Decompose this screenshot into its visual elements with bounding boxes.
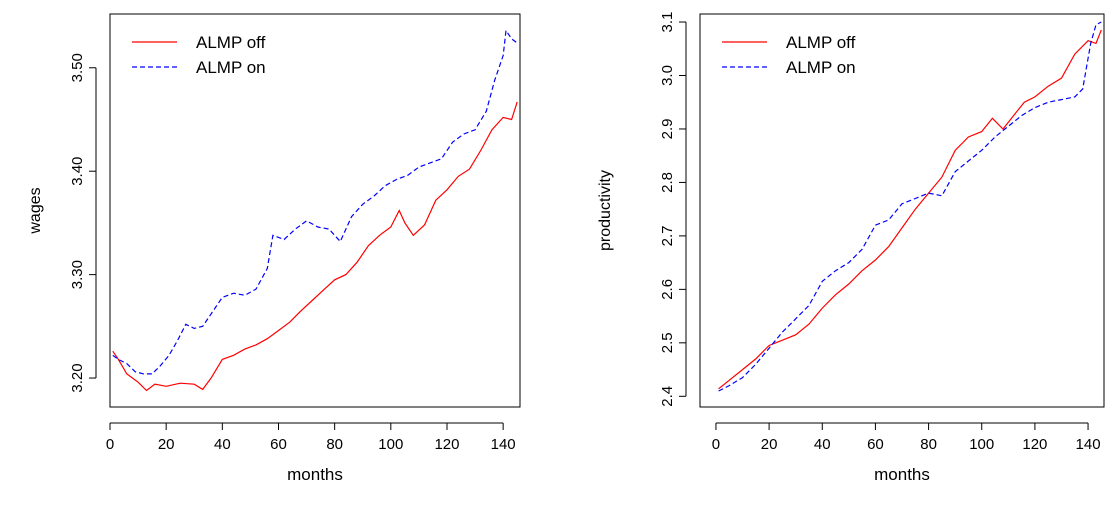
x-tick-label: 20 bbox=[158, 436, 175, 453]
x-tick-label: 140 bbox=[1076, 436, 1101, 453]
x-tick-label: 40 bbox=[814, 436, 831, 453]
y-tick-label: 2.9 bbox=[659, 119, 676, 140]
x-tick-label: 120 bbox=[1022, 436, 1047, 453]
x-tick-label: 60 bbox=[270, 436, 287, 453]
x-tick-label: 120 bbox=[434, 436, 459, 453]
x-tick-label: 20 bbox=[761, 436, 778, 453]
x-tick-label: 80 bbox=[326, 436, 343, 453]
legend: ALMP off ALMP on bbox=[722, 33, 856, 77]
legend: ALMP off ALMP on bbox=[132, 33, 266, 77]
series-line-almp-off bbox=[718, 29, 1102, 390]
series-line-almp-off bbox=[112, 101, 518, 392]
y-tick-label: 2.8 bbox=[659, 172, 676, 193]
x-axis-label: months bbox=[874, 465, 930, 484]
wages-panel: 0 20 40 60 80 100 120 140 3.20 3.30 3.40 3.50 months… bbox=[27, 13, 521, 484]
series-line-almp-on bbox=[718, 21, 1102, 392]
x-tick-label: 0 bbox=[106, 436, 114, 453]
plot-frame bbox=[109, 13, 521, 408]
x-tick-label: 80 bbox=[920, 436, 937, 453]
x-tick-label: 0 bbox=[712, 436, 720, 453]
y-tick-label: 3.50 bbox=[69, 53, 86, 82]
y-tick-label: 3.40 bbox=[69, 157, 86, 186]
y-tick-label: 2.4 bbox=[659, 386, 676, 407]
y-tick-label: 3.1 bbox=[659, 12, 676, 33]
plot-frame bbox=[699, 13, 1105, 408]
y-tick-label: 2.5 bbox=[659, 332, 676, 353]
y-axis-label: wages bbox=[27, 187, 44, 234]
x-tick-label: 100 bbox=[969, 436, 994, 453]
x-tick-label: 40 bbox=[214, 436, 231, 453]
y-tick-label: 3.0 bbox=[659, 65, 676, 86]
y-tick-label: 2.7 bbox=[659, 225, 676, 246]
y-tick-label: 2.6 bbox=[659, 279, 676, 300]
legend-label: ALMP off bbox=[196, 33, 266, 52]
y-axis-label: productivity bbox=[597, 170, 614, 251]
legend-label: ALMP off bbox=[786, 33, 856, 52]
legend-label: ALMP on bbox=[786, 58, 856, 77]
y-tick-label: 3.30 bbox=[69, 260, 86, 289]
x-tick-label: 60 bbox=[867, 436, 884, 453]
x-tick-label: 140 bbox=[491, 436, 516, 453]
legend-label: ALMP on bbox=[196, 58, 266, 77]
series-line-almp-on bbox=[112, 28, 518, 375]
productivity-panel: 0 20 40 60 80 100 120 140 2.4 2.5 2.6 2.7 2.8 2.9 3.0 3… bbox=[597, 12, 1105, 484]
y-tick-label: 3.20 bbox=[69, 363, 86, 392]
x-tick-label: 100 bbox=[378, 436, 403, 453]
x-axis-label: months bbox=[287, 465, 343, 484]
